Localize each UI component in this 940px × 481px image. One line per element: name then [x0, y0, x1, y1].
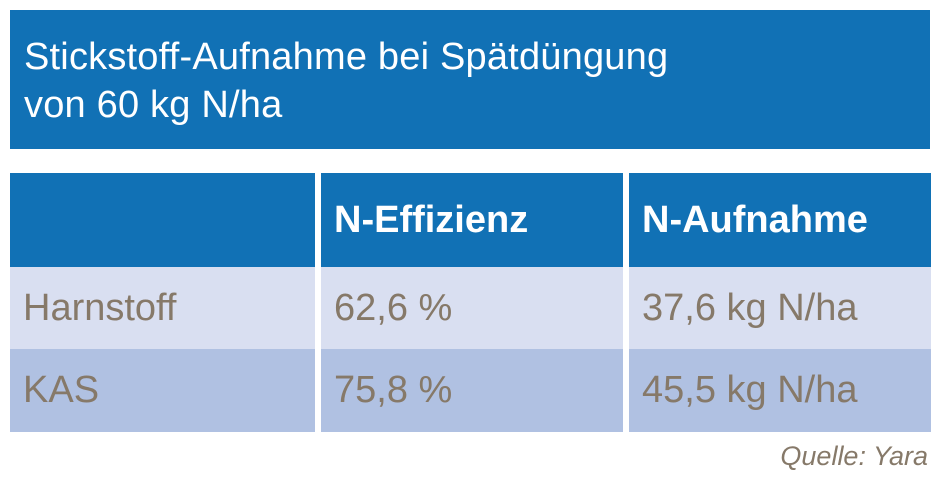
table-header-cell-n-effizienz: N-Effizienz — [321, 173, 623, 267]
title-banner: Stickstoff-Aufnahme bei Spätdüngung von … — [10, 10, 930, 149]
table-cell-kas-label: KAS — [10, 349, 315, 432]
page-title-line2: von 60 kg N/ha — [24, 84, 283, 126]
table-cell-harnstoff-label: Harnstoff — [10, 267, 315, 349]
table-cell-harnstoff-effizienz: 62,6 % — [321, 267, 623, 349]
data-table: N-Effizienz N-Aufnahme Harnstoff 62,6 % … — [10, 173, 931, 432]
table-cell-kas-effizienz: 75,8 % — [321, 349, 623, 432]
page-title-line1: Stickstoff-Aufnahme bei Spätdüngung — [24, 36, 669, 78]
table-cell-kas-aufnahme: 45,5 kg N/ha — [629, 349, 931, 432]
table-header-cell-n-aufnahme: N-Aufnahme — [629, 173, 931, 267]
table-cell-harnstoff-aufnahme: 37,6 kg N/ha — [629, 267, 931, 349]
source-caption: Quelle: Yara — [780, 441, 928, 471]
infographic: Stickstoff-Aufnahme bei Spätdüngung von … — [10, 10, 931, 481]
table-header-cell-empty — [10, 173, 315, 267]
